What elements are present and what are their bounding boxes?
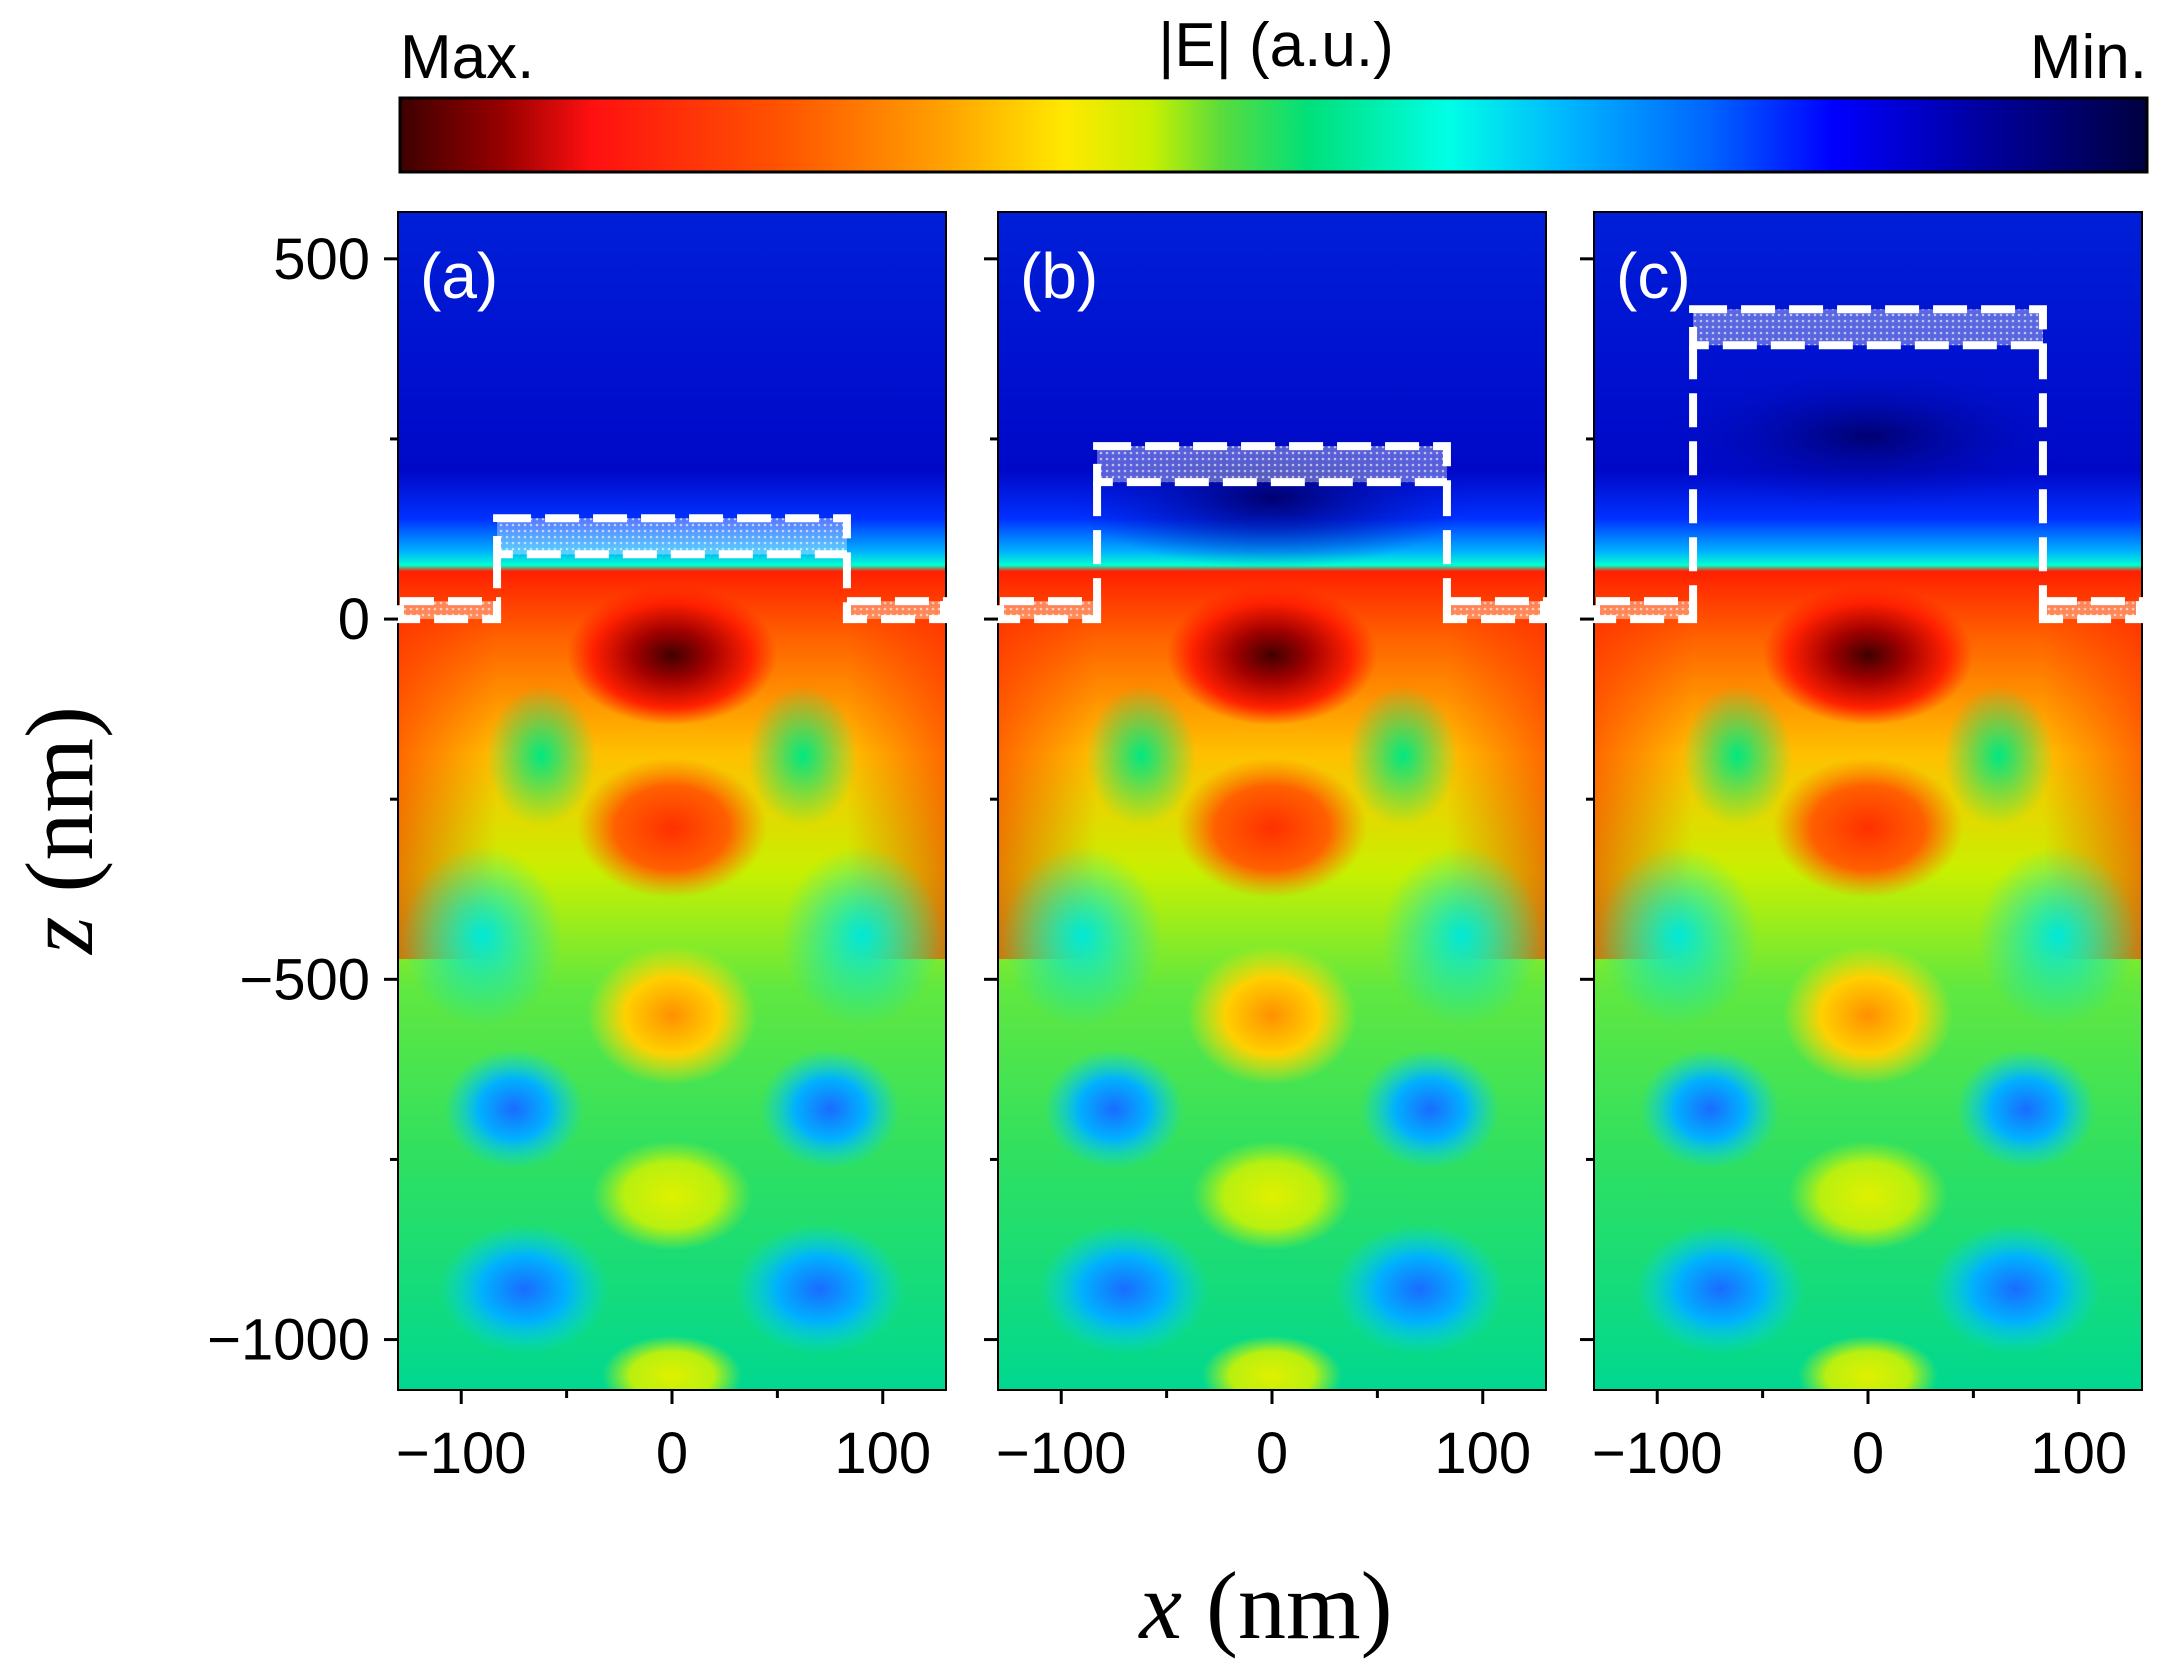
left-film-outline — [1592, 597, 1698, 624]
colorbar: Max. Min. |E| (a.u.) — [398, 11, 2149, 174]
panel-label: (c) — [1616, 240, 1691, 312]
panels: (a) −100 0 100 (b) −100 0 100 (c) −100 0 100 — [384, 211, 2145, 1486]
x-axis-title: x (nm) — [1137, 1552, 1392, 1659]
top-layer-outline — [1689, 305, 2047, 350]
x-tick-label: −100 — [1592, 1421, 1723, 1486]
x-tick-label: 100 — [1434, 1421, 1531, 1486]
colorbar-max-label: Max. — [400, 23, 534, 92]
x-tick-label: −100 — [996, 1421, 1127, 1486]
right-film-outline — [1442, 597, 1549, 624]
x-tick-label: 0 — [656, 1421, 688, 1486]
field-map — [998, 212, 1546, 1390]
panel-label: (a) — [420, 240, 498, 312]
right-film-outline — [2038, 597, 2145, 624]
x-tick-label: 100 — [2030, 1421, 2127, 1486]
x-tick-label: 0 — [1256, 1421, 1288, 1486]
panel-label: (b) — [1020, 240, 1098, 312]
y-tick-label: 0 — [338, 587, 370, 652]
top-layer-outline — [493, 514, 851, 559]
panel-a: (a) −100 0 100 — [384, 211, 949, 1486]
colorbar-title: |E| (a.u.) — [1158, 11, 1394, 80]
left-film-outline — [996, 597, 1102, 624]
field-map — [398, 212, 946, 1390]
y-tick-label: −500 — [239, 947, 370, 1012]
y-tick-label: 500 — [273, 227, 370, 292]
x-tick-label: −100 — [396, 1421, 527, 1486]
colorbar-min-label: Min. — [2030, 23, 2147, 92]
y-axis: 500 0 −500 −1000 — [207, 227, 370, 1373]
panel-b: (b) −100 0 100 — [984, 211, 1549, 1486]
left-film-outline — [396, 597, 502, 624]
y-axis-title: z (nm) — [6, 706, 113, 956]
pillar-outline — [1093, 482, 1451, 620]
x-tick-label: 0 — [1852, 1421, 1884, 1486]
top-layer-outline — [1093, 442, 1451, 487]
right-film-outline — [842, 597, 949, 624]
field-map — [1594, 212, 2142, 1390]
panel-c: (c) −100 0 100 — [1580, 211, 2145, 1486]
colorbar-gradient — [398, 96, 2149, 174]
y-tick-label: −1000 — [207, 1308, 370, 1373]
x-tick-label: 100 — [834, 1421, 931, 1486]
